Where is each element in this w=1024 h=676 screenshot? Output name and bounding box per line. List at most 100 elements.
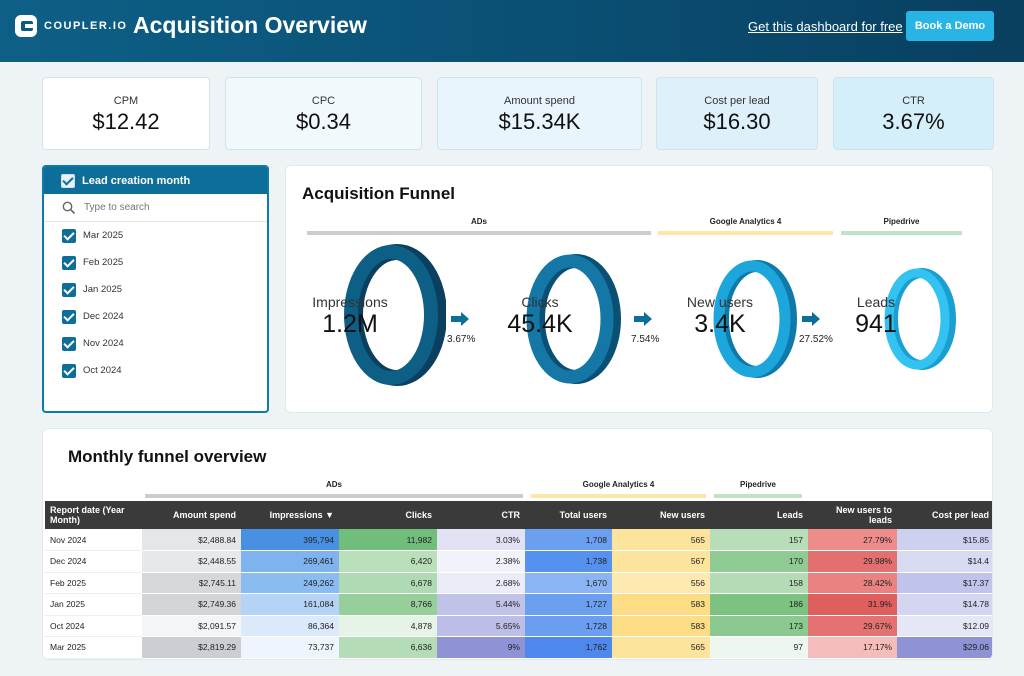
table-cell: 27.79%	[808, 529, 897, 551]
monthly-funnel-table: Report date (Year Month) Amount spend Im…	[45, 501, 992, 659]
table-cell: 1,727	[525, 593, 612, 616]
stage-value: 941	[855, 310, 897, 338]
table-cell: 583	[612, 615, 710, 637]
column-header[interactable]: New users to leads	[808, 501, 897, 529]
monthly-funnel-card: Monthly funnel overview ADs Google Analy…	[42, 428, 993, 660]
table-cell: 556	[612, 572, 710, 594]
stage-label: Impressions	[312, 294, 388, 310]
filter-option[interactable]: Jan 2025	[44, 276, 267, 303]
column-header[interactable]: Report date (Year Month)	[45, 501, 142, 529]
stage-value: 45.4K	[507, 310, 573, 338]
filter-search-input[interactable]	[84, 202, 244, 213]
table-cell: 269,461	[241, 550, 339, 573]
filter-option[interactable]: Dec 2024	[44, 303, 267, 330]
column-header[interactable]: Cost per lead	[897, 501, 992, 529]
table-title: Monthly funnel overview	[68, 447, 267, 466]
table-cell: $17.37	[897, 572, 992, 594]
stage-value: 1.2M	[322, 310, 378, 338]
table-cell: 2.38%	[437, 550, 525, 573]
table-cell: 28.42%	[808, 572, 897, 594]
table-cell: Oct 2024	[45, 615, 142, 637]
filter-option-label: Oct 2024	[83, 365, 122, 376]
table-cell: 1,728	[525, 615, 612, 637]
filter-search	[44, 194, 267, 222]
table-group-bar-ga4	[531, 494, 706, 498]
checkbox[interactable]	[62, 228, 76, 243]
table-cell: 86,364	[241, 615, 339, 637]
column-header[interactable]: Total users	[525, 501, 612, 529]
table-cell: 73,737	[241, 636, 339, 659]
table-cell: 1,670	[525, 572, 612, 594]
filter-option[interactable]: Nov 2024	[44, 330, 267, 357]
table-row: Nov 2024 $2,488.84 395,794 11,982 3.03% …	[45, 529, 992, 551]
book-demo-button[interactable]: Book a Demo	[906, 11, 994, 41]
column-header-sorted[interactable]: Impressions ▼	[241, 501, 339, 529]
column-header[interactable]: Amount spend	[142, 501, 241, 529]
table-cell: $2,448.55	[142, 550, 241, 573]
kpi-label: Cost per lead	[704, 95, 770, 107]
filter-select-all[interactable]: Lead creation month	[44, 167, 267, 194]
filter-option[interactable]: Mar 2025	[44, 222, 267, 249]
kpi-label: CPC	[311, 95, 336, 107]
coupler-logo-icon	[14, 14, 38, 38]
table-group-bar-pipedrive	[714, 494, 802, 498]
kpi-value: $12.42	[92, 109, 160, 134]
table-cell: Nov 2024	[45, 529, 142, 551]
table-cell: 17.17%	[808, 636, 897, 659]
column-header[interactable]: New users	[612, 501, 710, 529]
table-group-pipedrive: Pipedrive	[739, 480, 776, 489]
checkbox[interactable]	[62, 309, 76, 324]
group-label-ads: ADs	[470, 217, 487, 226]
page-title: Acquisition Overview	[133, 12, 367, 38]
stage-leads: Leads 941	[852, 294, 900, 339]
filter-option[interactable]: Oct 2024	[44, 357, 267, 384]
table-cell: 8,766	[339, 593, 437, 616]
table-row: Feb 2025 $2,745.11 249,262 6,678 2.68% 1…	[45, 572, 992, 594]
table-cell: 170	[710, 550, 808, 573]
column-header[interactable]: Leads	[710, 501, 808, 529]
table-cell: $2,091.57	[142, 615, 241, 637]
stage-clicks: Clicks 45.4K	[498, 294, 582, 339]
filter-title: Lead creation month	[82, 174, 191, 187]
table-cell: 157	[710, 529, 808, 551]
kpi-card-ctr: CTR 3.67%	[833, 77, 994, 150]
table-cell: $29.06	[897, 636, 992, 659]
checkbox[interactable]	[62, 363, 76, 378]
checkbox[interactable]	[62, 255, 76, 270]
checkbox[interactable]	[62, 336, 76, 351]
table-group-ga4: Google Analytics 4	[582, 480, 655, 489]
select-all-checkbox[interactable]	[61, 173, 75, 188]
kpi-value: $15.34K	[498, 109, 581, 134]
table-cell: 29.98%	[808, 550, 897, 573]
table-cell: 565	[612, 529, 710, 551]
table-cell: Jan 2025	[45, 593, 142, 616]
group-bar-ga4	[658, 231, 833, 235]
table-cell: $2,488.84	[142, 529, 241, 551]
table-cell: 173	[710, 615, 808, 637]
table-cell: 565	[612, 636, 710, 659]
filter-option-label: Mar 2025	[83, 230, 124, 241]
table-cell: 249,262	[241, 572, 339, 594]
clicks-ring	[526, 254, 621, 384]
stage-new-users: New users 3.4K	[680, 294, 760, 339]
stage-label: New users	[686, 294, 754, 310]
stage-label: Leads	[856, 294, 896, 310]
table-cell: 1,762	[525, 636, 612, 659]
search-icon	[62, 201, 76, 214]
filter-option[interactable]: Feb 2025	[44, 249, 267, 276]
kpi-card-cost-per-lead: Cost per lead $16.30	[656, 77, 818, 150]
group-label-pipedrive: Pipedrive	[883, 217, 920, 226]
brand-logo[interactable]: COUPLER.IO	[14, 14, 127, 38]
table-row: Dec 2024 $2,448.55 269,461 6,420 2.38% 1…	[45, 550, 992, 573]
table-cell: $12.09	[897, 615, 992, 637]
column-header[interactable]: CTR	[437, 501, 525, 529]
checkbox[interactable]	[62, 282, 76, 297]
filter-option-label: Nov 2024	[83, 338, 124, 349]
table-cell: $2,745.11	[142, 572, 241, 594]
table-cell: 2.68%	[437, 572, 525, 594]
table-cell: 161,084	[241, 593, 339, 616]
column-header[interactable]: Clicks	[339, 501, 437, 529]
header-bar: COUPLER.IO Acquisition Overview Get this…	[0, 0, 1024, 62]
get-dashboard-link[interactable]: Get this dashboard for free	[748, 19, 903, 34]
group-bar-ads	[307, 231, 651, 235]
